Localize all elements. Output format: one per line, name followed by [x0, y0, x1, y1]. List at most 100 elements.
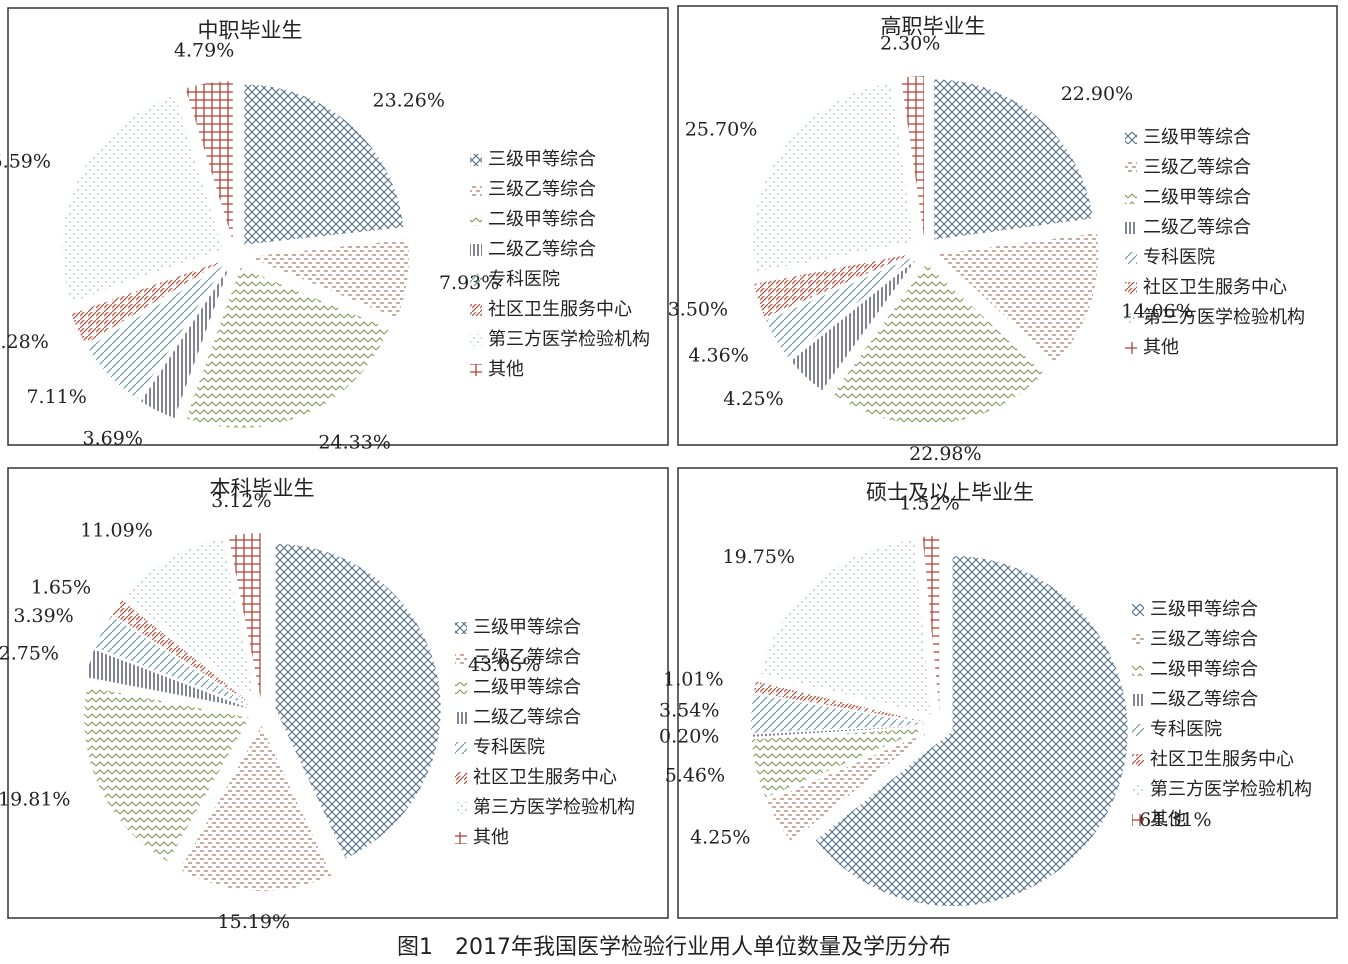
legend-label: 专科医院	[473, 737, 545, 758]
legend-label: 二级甲等综合	[488, 209, 596, 230]
legend-swatch	[1125, 192, 1137, 204]
pie-slice	[88, 264, 225, 399]
pie-slice	[62, 95, 223, 302]
data-label: 1.65%	[31, 576, 91, 598]
pie-slice	[767, 732, 928, 842]
legend-swatch	[455, 622, 467, 634]
legend-label: 专科医院	[488, 269, 560, 290]
pie-slice	[180, 725, 332, 891]
legend-label: 二级乙等综合	[1143, 217, 1251, 238]
legend-label: 三级乙等综合	[1150, 629, 1258, 650]
data-label: 11.09%	[80, 519, 152, 541]
legend-label: 二级乙等综合	[1150, 689, 1258, 710]
pie-slice	[751, 725, 927, 737]
panel-frame	[677, 467, 1338, 919]
data-label: 24.33%	[318, 431, 390, 453]
pie-slice	[275, 543, 441, 859]
legend-swatch	[1125, 252, 1137, 264]
legend-swatch	[1132, 694, 1144, 706]
data-label: 14.06%	[1121, 301, 1193, 323]
data-label: 4.36%	[688, 345, 748, 367]
pie-slice	[751, 694, 927, 734]
legend-label: 专科医院	[1143, 247, 1215, 268]
legend-label: 三级甲等综合	[1150, 599, 1258, 620]
legend-label: 其他	[488, 359, 524, 380]
data-label: 3.69%	[83, 427, 143, 449]
pie-slice	[248, 239, 409, 318]
data-label: 3.50%	[668, 298, 728, 320]
pie-slice	[71, 260, 223, 344]
legend-label: 三级甲等综合	[473, 617, 581, 638]
legend-swatch	[1125, 222, 1137, 234]
data-label: 4.25%	[723, 388, 783, 410]
legend-swatch	[1132, 754, 1144, 766]
legend-swatch	[1132, 814, 1144, 826]
legend-label: 三级甲等综合	[488, 149, 596, 170]
pie-slice	[751, 728, 927, 798]
legend-swatch	[1125, 132, 1137, 144]
legend-swatch	[1132, 634, 1144, 646]
chart-title: 高职毕业生	[881, 15, 986, 39]
pie-slice	[900, 76, 924, 237]
pie-slice	[938, 233, 1099, 364]
pie-slice	[86, 649, 249, 709]
pie-slice	[228, 533, 261, 699]
legend-swatch	[455, 712, 467, 724]
data-label: 3.28%	[0, 331, 49, 353]
legend-swatch	[1125, 312, 1137, 324]
legend-swatch	[470, 364, 482, 376]
legend-swatch	[470, 154, 482, 166]
chart-title: 中职毕业生	[198, 19, 303, 43]
legend-label: 社区卫生服务中心	[488, 299, 632, 320]
data-label: 22.98%	[909, 443, 981, 465]
data-label: 2.75%	[0, 643, 59, 665]
pie-slice	[84, 686, 250, 862]
legend-swatch	[455, 652, 467, 664]
legend-swatch	[1132, 604, 1144, 616]
pie-slice	[186, 267, 389, 428]
data-label: 43.05%	[468, 654, 540, 676]
pie-slice	[766, 257, 914, 359]
pie-slice	[112, 600, 251, 704]
legend-label: 三级乙等综合	[1143, 157, 1251, 178]
legend-swatch	[1132, 724, 1144, 736]
pie-slice	[754, 254, 912, 318]
legend-label: 专科医院	[1150, 719, 1222, 740]
legend-label: 三级甲等综合	[1143, 127, 1251, 148]
data-label: 1.01%	[663, 668, 723, 690]
data-label: 64.31%	[1139, 809, 1211, 831]
pie-slice	[934, 79, 1093, 240]
legend-label: 社区卫生服务中心	[1150, 749, 1294, 770]
legend-swatch	[455, 772, 467, 784]
data-label: 15.19%	[218, 911, 290, 933]
panel-frame	[7, 467, 669, 919]
legend-label: 第三方医学检验机构	[473, 797, 635, 818]
legend-swatch	[470, 244, 482, 256]
legend-swatch	[470, 304, 482, 316]
data-label: 4.25%	[690, 827, 750, 849]
data-label: 3.54%	[659, 700, 719, 722]
legend-swatch	[1125, 342, 1137, 354]
legend-label: 社区卫生服务中心	[1143, 277, 1287, 298]
pie-slice	[185, 81, 233, 242]
pie-slice	[791, 260, 916, 391]
data-label: 19.81%	[0, 789, 70, 811]
data-label: 25.59%	[0, 151, 51, 173]
legend-swatch	[470, 334, 482, 346]
pie-slice	[833, 263, 1044, 424]
legend-swatch	[470, 214, 482, 226]
legend-label: 二级乙等综合	[488, 239, 596, 260]
pie-slice	[141, 267, 229, 418]
legend-label: 二级乙等综合	[473, 707, 581, 728]
chart-title: 本科毕业生	[210, 477, 315, 501]
legend-swatch	[455, 682, 467, 694]
legend-swatch	[1125, 282, 1137, 294]
legend-swatch	[1132, 784, 1144, 796]
legend-label: 二级甲等综合	[473, 677, 581, 698]
data-label: 19.75%	[723, 546, 795, 568]
legend-label: 三级乙等综合	[488, 179, 596, 200]
legend-swatch	[455, 802, 467, 814]
legend-swatch	[455, 742, 467, 754]
chart-title: 硕士及以上毕业生	[866, 481, 1034, 505]
legend-swatch	[470, 184, 482, 196]
